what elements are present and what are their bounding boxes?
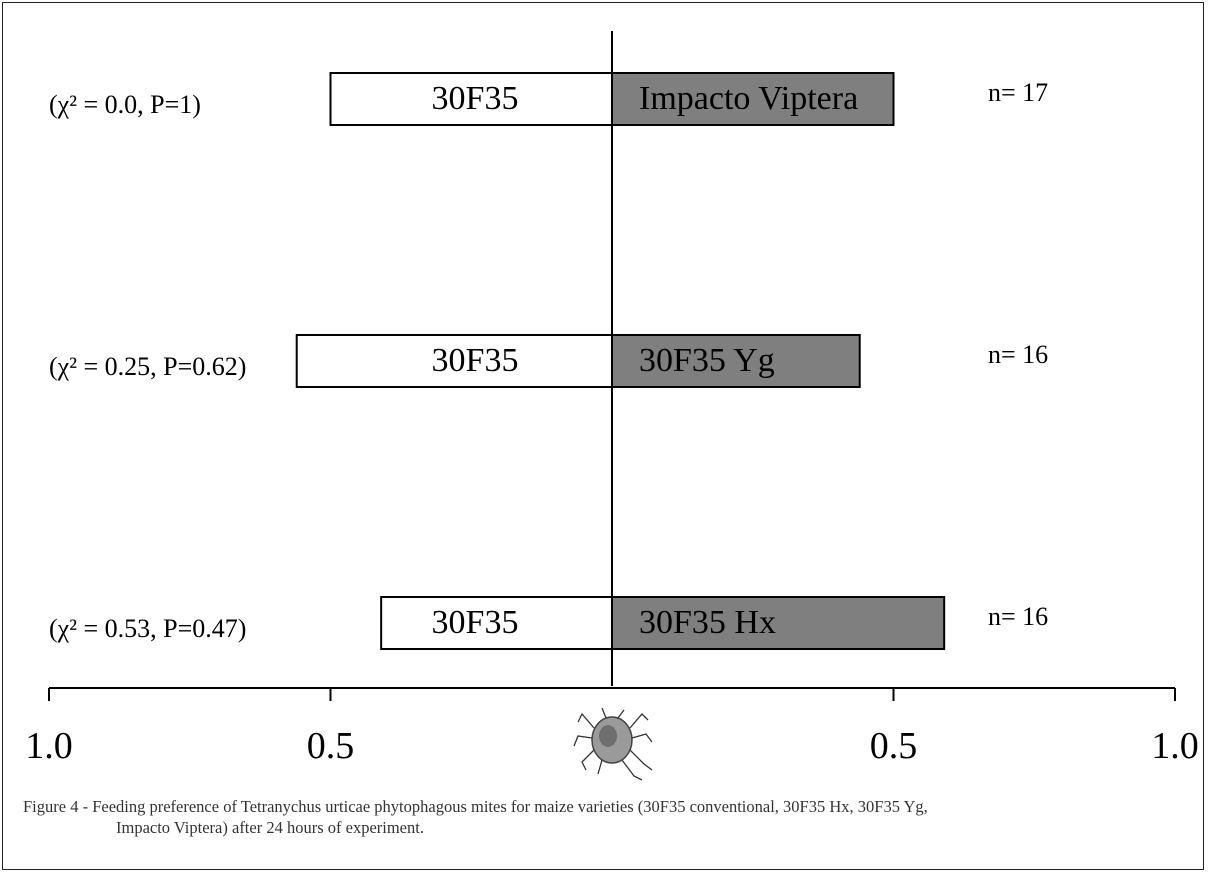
bar-left-0 <box>329 72 613 126</box>
bar-left-1 <box>295 334 613 388</box>
bar-right-label-1: 30F35 Yg <box>639 342 775 379</box>
bar-left-label-1: 30F35 <box>432 342 519 379</box>
tick-label-3: 1.0 <box>1151 725 1199 767</box>
tick-label-2: 0.5 <box>870 725 918 767</box>
stat-label-2: (χ² = 0.53, P=0.47) <box>49 614 246 643</box>
preference-chart: 30F35 Impacto Viptera (χ² = 0.0, P=1) n= 17… <box>25 31 1199 781</box>
bar-left-label-0: 30F35 <box>432 80 519 117</box>
bars-group <box>295 72 946 650</box>
stat-label-1: (χ² = 0.25, P=0.62) <box>49 352 246 381</box>
bar-right-1 <box>611 334 861 388</box>
bar-left-2 <box>380 596 614 650</box>
bar-left-label-2: 30F35 <box>432 604 519 641</box>
ticks-group: 1.0 0.5 0.5 1.0 <box>25 688 1199 767</box>
bar-right-label-2: 30F35 Hx <box>639 604 776 641</box>
caption-line-1: Figure 4 - Feeding preference of Tetrany… <box>23 797 928 816</box>
n-label-1: n= 16 <box>988 340 1048 369</box>
n-label-0: n= 17 <box>988 78 1048 107</box>
tick-label-1: 0.5 <box>307 725 355 767</box>
caption-line-2: Impacto Viptera) after 24 hours of exper… <box>116 818 424 837</box>
n-label-2: n= 16 <box>988 602 1048 631</box>
tick-label-0: 1.0 <box>25 725 73 767</box>
labels-group: 30F35 Impacto Viptera (χ² = 0.0, P=1) n= 17… <box>49 78 1048 643</box>
figure-caption: Figure 4 - Feeding preference of Tetrany… <box>23 796 1198 838</box>
bar-right-label-0: Impacto Viptera <box>639 80 858 117</box>
stat-label-0: (χ² = 0.0, P=1) <box>49 90 201 119</box>
mite-icon <box>573 707 653 781</box>
bar-right-0 <box>611 72 895 126</box>
